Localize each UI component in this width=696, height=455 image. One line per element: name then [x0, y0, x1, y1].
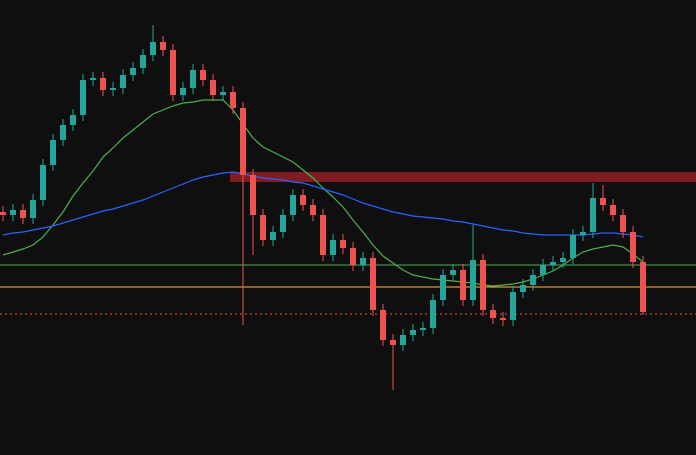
candle-body	[0, 212, 6, 215]
candle-body	[100, 78, 106, 90]
candle-body	[260, 215, 266, 240]
moving-average	[2, 99, 644, 287]
candle-body	[550, 262, 556, 265]
candle-body	[460, 270, 466, 300]
candle-body	[180, 88, 186, 95]
candle-body	[250, 175, 256, 215]
candle-body	[420, 328, 426, 330]
candle-body	[380, 310, 386, 340]
candle-body	[270, 232, 276, 240]
candle-body	[210, 80, 216, 95]
candle-body	[40, 165, 46, 200]
candle-body	[230, 92, 236, 108]
candle-body	[610, 205, 616, 215]
candle-body	[410, 330, 416, 335]
candle-body	[360, 258, 366, 265]
candle-body	[300, 195, 306, 205]
candle-body	[440, 275, 446, 300]
candle-body	[540, 265, 546, 275]
candle-body	[560, 258, 566, 262]
candle-body	[60, 125, 66, 140]
candle-body	[290, 195, 296, 215]
candle-body	[500, 318, 506, 320]
candle-body	[190, 70, 196, 88]
candle-body	[520, 285, 526, 292]
candle-body	[320, 215, 326, 255]
candle-body	[310, 205, 316, 215]
candle-body	[340, 240, 346, 248]
candle-body	[240, 108, 246, 175]
candle-body	[330, 240, 336, 255]
candle-body	[220, 92, 226, 95]
candle-body	[170, 50, 176, 95]
candle-body	[30, 200, 36, 218]
candle-body	[280, 215, 286, 232]
candle-body	[630, 232, 636, 262]
candle-body	[480, 260, 486, 310]
candle-body	[10, 210, 16, 215]
candle-body	[470, 260, 476, 300]
candle-body	[530, 275, 536, 285]
candle-body	[80, 80, 86, 115]
candle-body	[600, 198, 606, 205]
candle-body	[370, 258, 376, 310]
candle-body	[580, 232, 586, 235]
candle-body	[590, 198, 596, 232]
candle-body	[140, 55, 146, 68]
candle-body	[570, 235, 576, 258]
candle-body	[430, 300, 436, 328]
candle-body	[150, 42, 156, 55]
candle-body	[640, 262, 646, 312]
moving-average	[2, 171, 644, 238]
candle-body	[390, 340, 396, 345]
candle-body	[200, 70, 206, 80]
candle-body	[50, 140, 56, 165]
candle-body	[70, 115, 76, 125]
resistance-zone	[230, 172, 696, 182]
candle-body	[450, 270, 456, 275]
candle-body	[20, 210, 26, 218]
candle-body	[110, 88, 116, 90]
candle-body	[510, 292, 516, 320]
candle-body	[350, 248, 356, 265]
candle-body	[90, 78, 96, 80]
candle-body	[400, 335, 406, 345]
candle-body	[620, 215, 626, 232]
candle-body	[130, 68, 136, 75]
candle-body	[490, 310, 496, 318]
candle-body	[120, 75, 126, 88]
candle-body	[160, 42, 166, 50]
